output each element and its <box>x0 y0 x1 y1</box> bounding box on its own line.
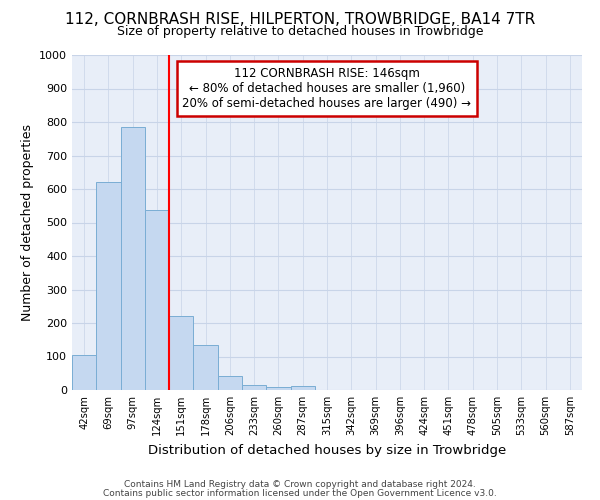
Bar <box>290 386 315 390</box>
Text: 112 CORNBRASH RISE: 146sqm
← 80% of detached houses are smaller (1,960)
20% of s: 112 CORNBRASH RISE: 146sqm ← 80% of deta… <box>182 66 472 110</box>
Text: Contains HM Land Registry data © Crown copyright and database right 2024.: Contains HM Land Registry data © Crown c… <box>124 480 476 489</box>
Text: Contains public sector information licensed under the Open Government Licence v3: Contains public sector information licen… <box>103 488 497 498</box>
Bar <box>169 316 193 390</box>
Bar <box>121 127 145 390</box>
Y-axis label: Number of detached properties: Number of detached properties <box>20 124 34 321</box>
Bar <box>72 356 96 390</box>
Bar <box>193 346 218 390</box>
X-axis label: Distribution of detached houses by size in Trowbridge: Distribution of detached houses by size … <box>148 444 506 456</box>
Text: Size of property relative to detached houses in Trowbridge: Size of property relative to detached ho… <box>117 25 483 38</box>
Bar <box>266 386 290 390</box>
Bar <box>96 182 121 390</box>
Bar <box>242 384 266 390</box>
Text: 112, CORNBRASH RISE, HILPERTON, TROWBRIDGE, BA14 7TR: 112, CORNBRASH RISE, HILPERTON, TROWBRID… <box>65 12 535 28</box>
Bar <box>218 376 242 390</box>
Bar <box>145 210 169 390</box>
